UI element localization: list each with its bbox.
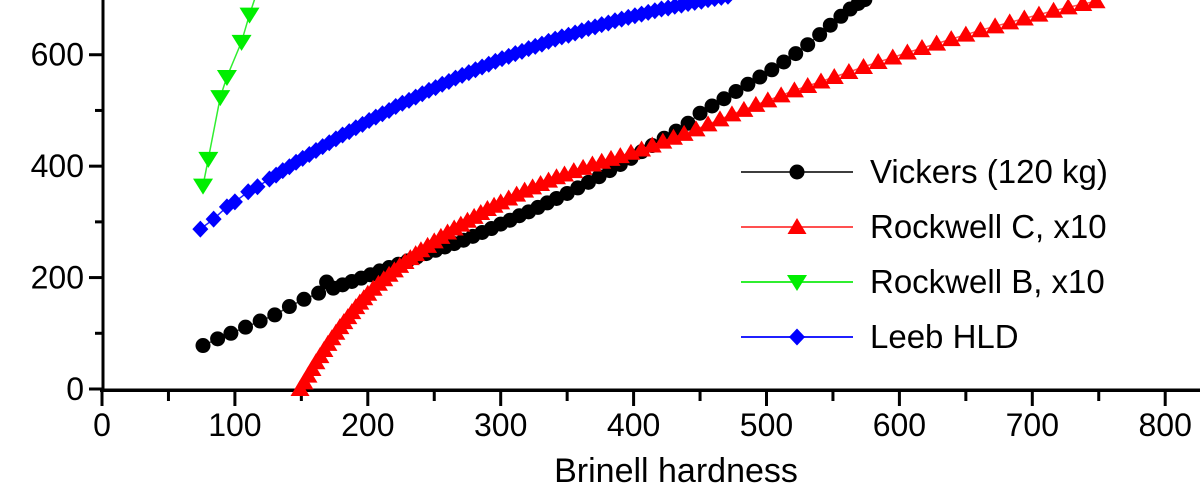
x-tick-label: 0 [93,407,111,443]
legend-item-vickers: Vickers (120 kg) [740,144,1108,199]
x-tick-label: 200 [341,407,394,443]
legend: Vickers (120 kg) Rockwell C, x10 Rockwel… [740,144,1108,364]
x-tick-label: 800 [1139,407,1192,443]
legend-item-rockwell-b: Rockwell B, x10 [740,254,1108,309]
series-leeb-hld [192,0,733,238]
legend-label-rockwell-c: Rockwell C, x10 [870,207,1107,245]
legend-marker-vickers [741,164,853,179]
x-tick-label: 400 [607,407,660,443]
x-tick-label: 600 [873,407,926,443]
series-rockwell-c-x10 [290,0,1106,396]
x-tick-label: 500 [740,407,793,443]
series-rockwell-b-x10 [193,0,260,195]
x-axis-title: Brinell hardness [554,452,798,490]
x-tick-label: 100 [208,407,261,443]
y-tick-label: 600 [31,37,84,73]
legend-marker-rockwell-c [741,217,853,234]
x-tick-label: 300 [474,407,527,443]
x-axis: 0 100 200 300 400 500 600 700 800 [93,388,1200,443]
legend-marker-rockwell-b [741,274,853,291]
legend-label-leeb: Leeb HLD [870,317,1019,355]
legend-item-rockwell-c: Rockwell C, x10 [740,199,1108,254]
legend-marker-leeb [741,328,853,345]
y-axis: 0 200 400 600 [31,0,105,407]
legend-item-leeb: Leeb HLD [740,309,1108,364]
x-tick-label: 700 [1006,407,1059,443]
y-tick-label: 0 [66,371,84,407]
y-tick-label: 200 [31,260,84,296]
legend-label-rockwell-b: Rockwell B, x10 [870,262,1105,300]
y-tick-label: 400 [31,148,84,184]
legend-label-vickers: Vickers (120 kg) [870,152,1108,190]
